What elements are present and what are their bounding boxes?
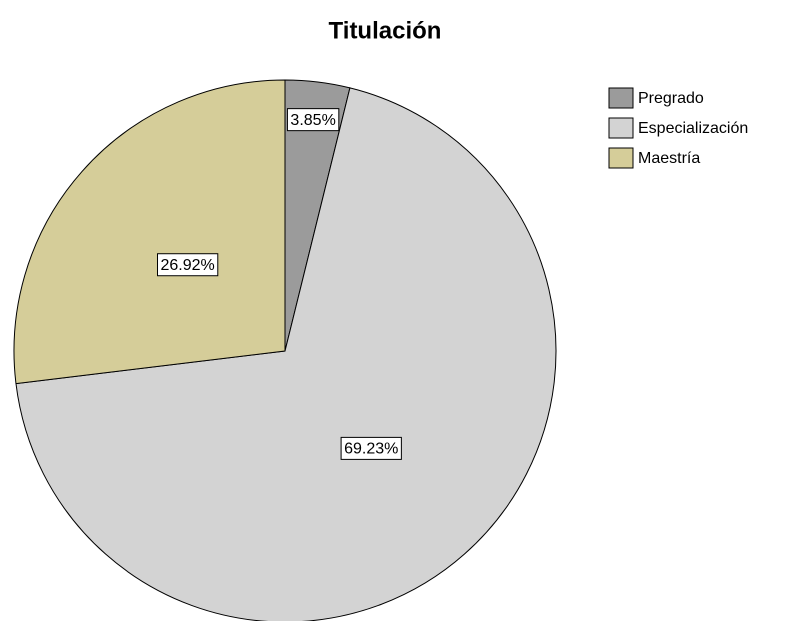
- data-label-box: [157, 253, 219, 277]
- legend-label: Maestría: [638, 150, 700, 167]
- data-label: 3.85%: [286, 108, 340, 132]
- data-label: 69.23%: [340, 436, 402, 460]
- legend-swatch: [608, 87, 634, 109]
- data-label-box: [286, 108, 340, 132]
- pie: [13, 79, 557, 621]
- chart-title: Titulación: [329, 17, 442, 44]
- data-label-box: [340, 436, 402, 460]
- legend-label: Pregrado: [638, 90, 704, 107]
- legend-swatch: [608, 147, 634, 169]
- data-label-text: 69.23%: [344, 441, 398, 458]
- data-label-text: 3.85%: [290, 112, 335, 129]
- legend-label: Especialización: [638, 120, 748, 137]
- data-label-text: 26.92%: [161, 257, 215, 274]
- data-labels: 3.85% 69.23% 26.92%: [157, 108, 402, 460]
- data-label: 26.92%: [157, 253, 219, 277]
- legend: Pregrado Especialización Maestría: [608, 87, 748, 169]
- pie-slice: [13, 79, 286, 385]
- legend-swatch: [608, 117, 634, 139]
- pie-slice: [15, 87, 557, 621]
